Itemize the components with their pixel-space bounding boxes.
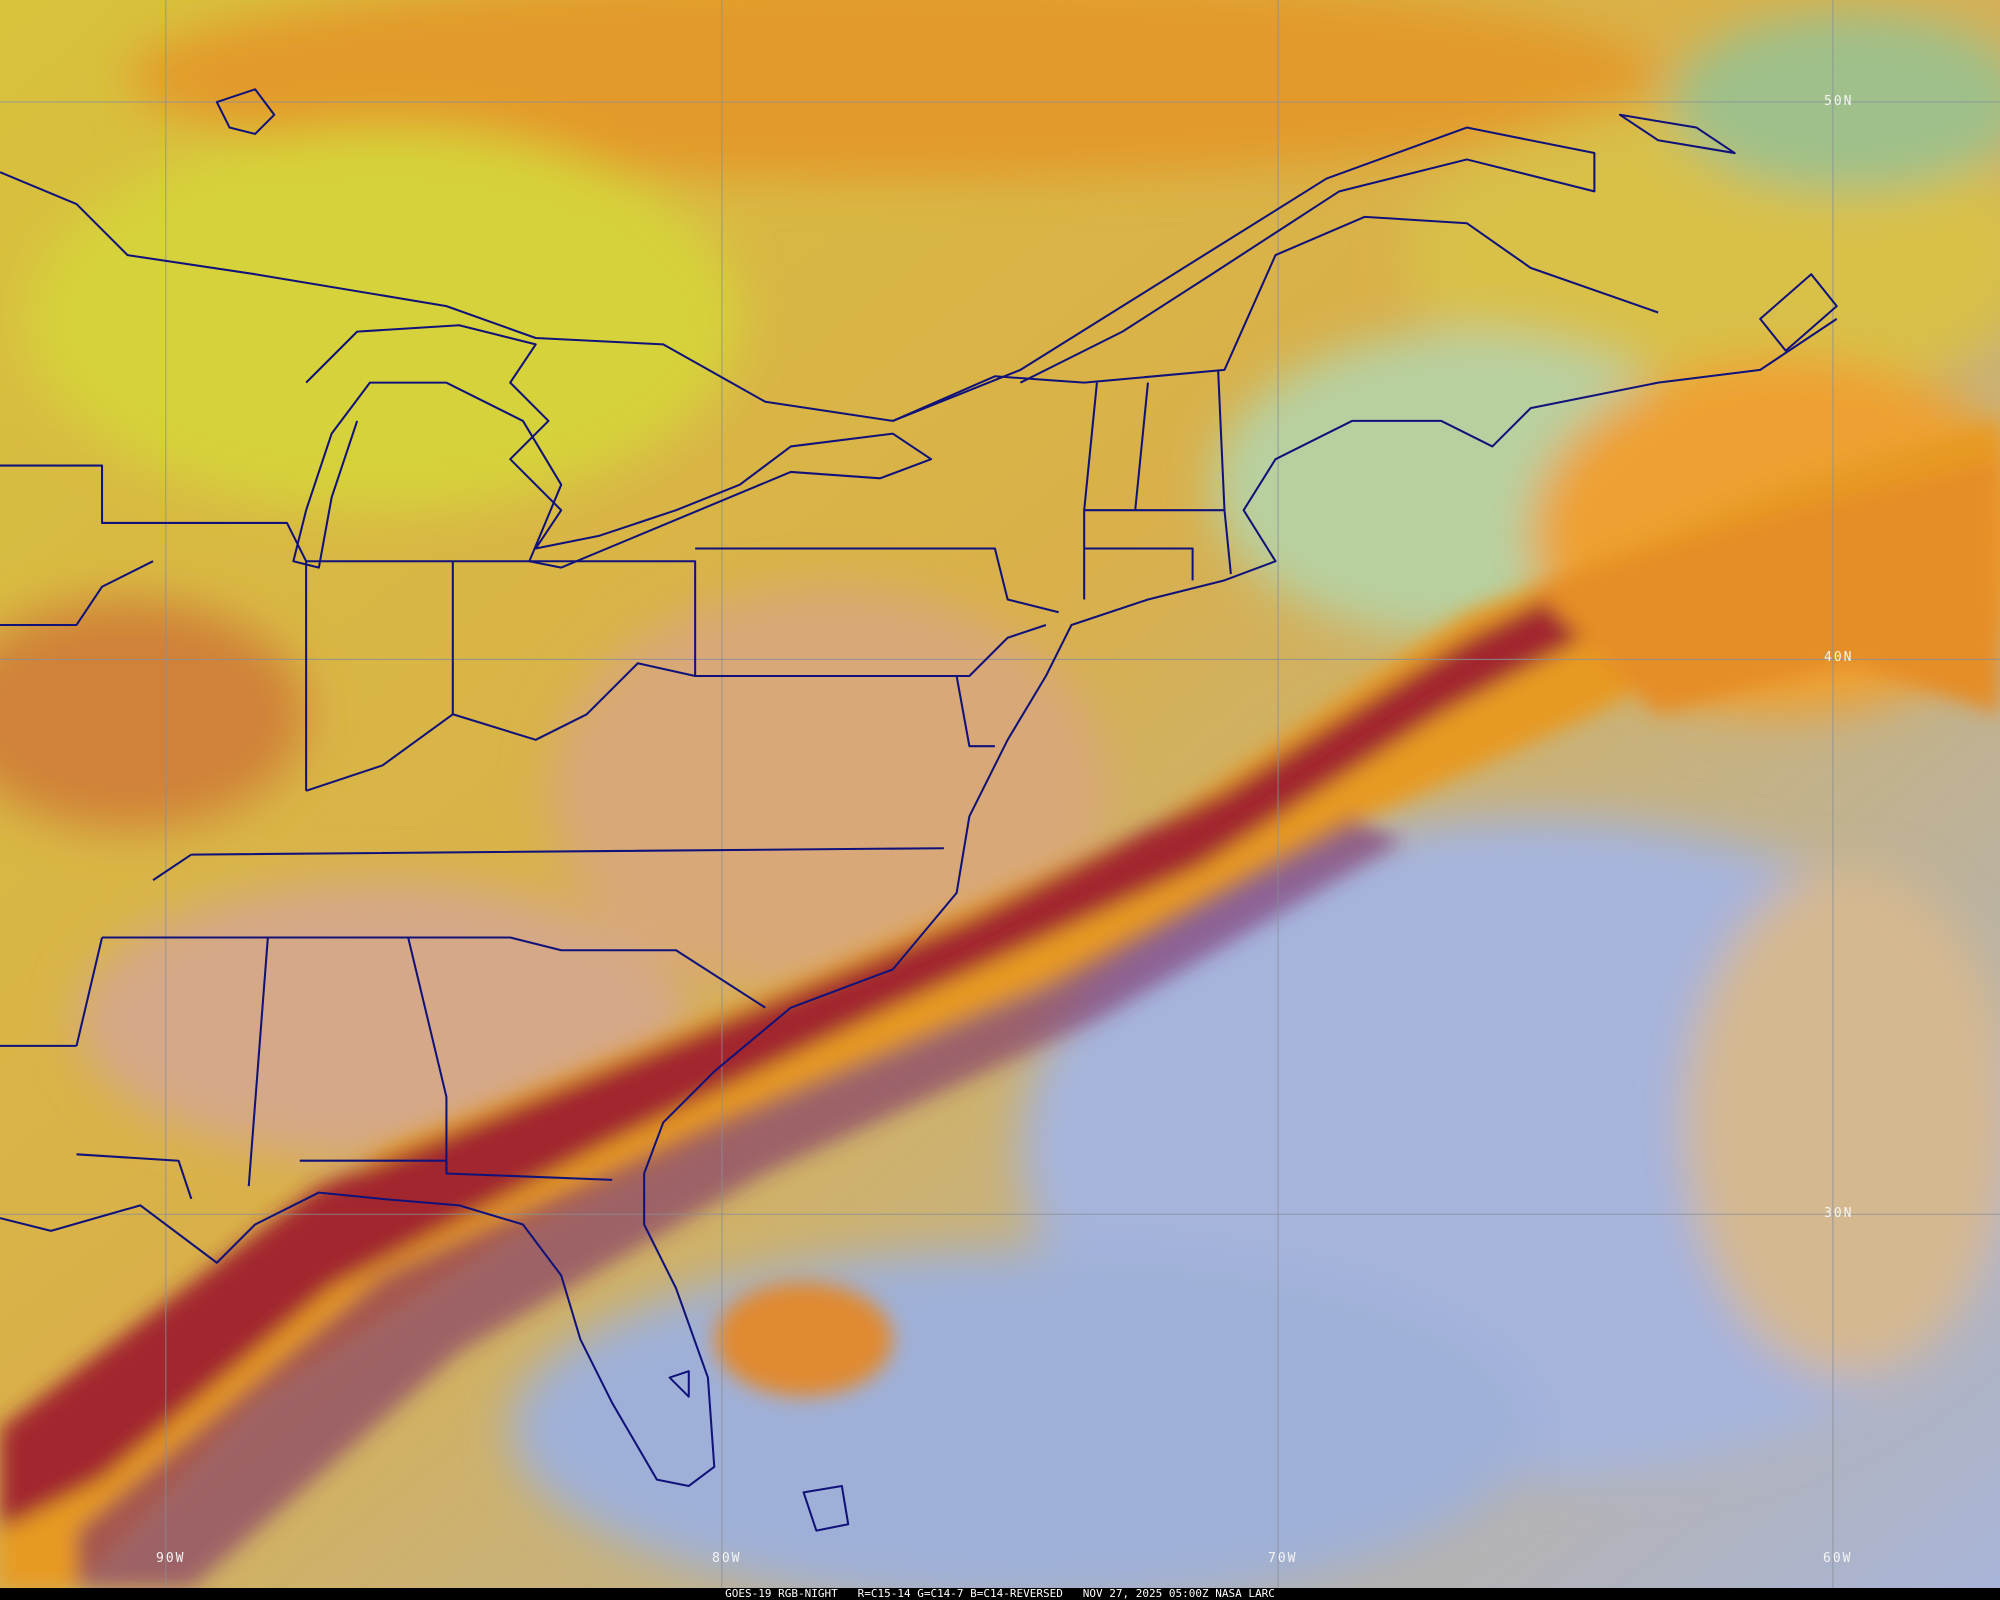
caption-channels: R=C15-14 G=C14-7 B=C14-REVERSED	[857, 1587, 1063, 1600]
caption-product: GOES-19 RGB-NIGHT	[725, 1587, 838, 1600]
caption-credit: NASA LARC	[1215, 1587, 1275, 1600]
state-lines	[0, 369, 1232, 1200]
caption-datetime: NOV 27, 2025 05:00Z	[1082, 1587, 1209, 1600]
cold-front-band	[0, 420, 2000, 1588]
lat-label-30n: 30N	[1824, 1206, 1854, 1221]
lat-label-40n: 40N	[1824, 650, 1854, 665]
islands	[215, 88, 1838, 1532]
lon-label-60w: 60W	[1823, 1551, 1853, 1566]
lon-label-90w: 90W	[156, 1551, 186, 1566]
image-caption-bar: GOES-19 RGB-NIGHT R=C15-14 G=C14-7 B=C14…	[0, 1588, 2000, 1600]
lon-label-80w: 80W	[712, 1551, 742, 1566]
st-lawrence	[892, 126, 1596, 422]
political-boundaries	[0, 88, 1838, 1532]
lat-label-50n: 50N	[1824, 94, 1854, 109]
atlantic-coastline	[0, 318, 1838, 1487]
lon-label-70w: 70W	[1268, 1551, 1298, 1566]
great-lakes	[292, 324, 933, 569]
